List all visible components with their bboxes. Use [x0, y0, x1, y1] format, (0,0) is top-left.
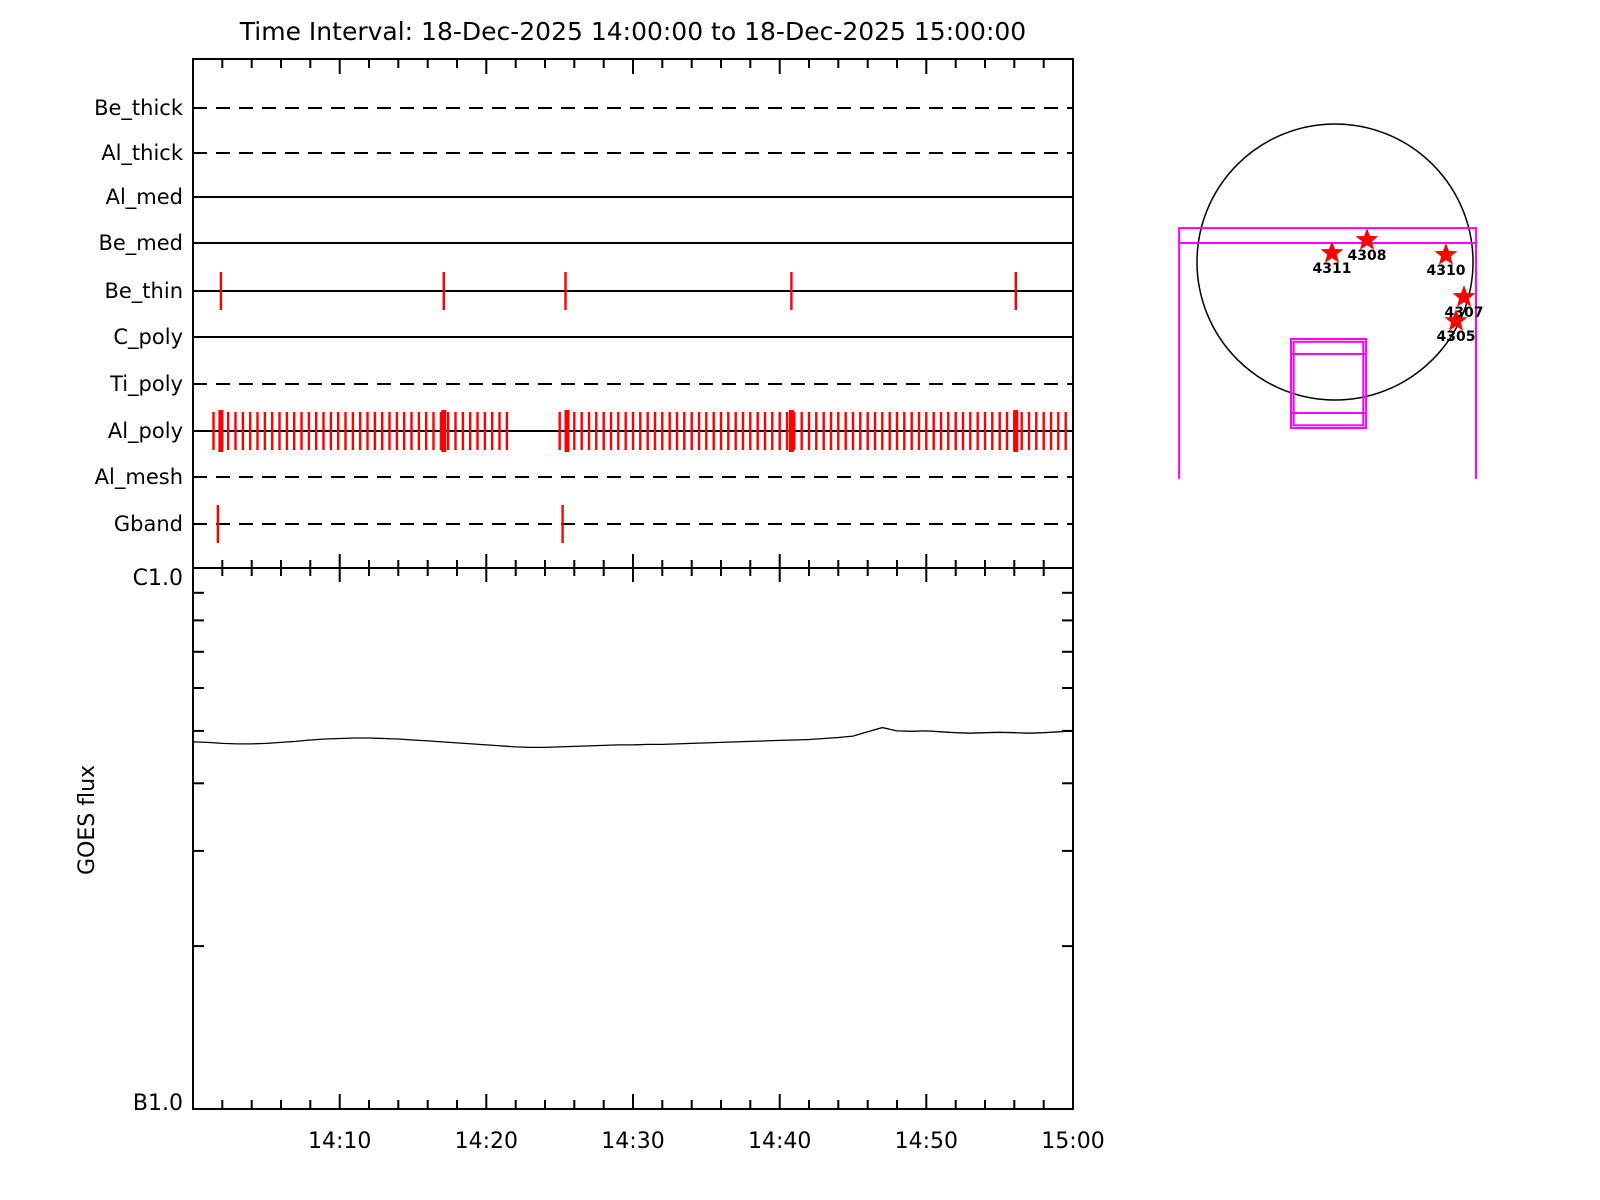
- active-region-star-4307: [1452, 285, 1476, 307]
- filter-axis-ticks: [221, 60, 1045, 582]
- active-region-label-4311: 4311: [1313, 261, 1352, 277]
- active-region-label-4305: 4305: [1437, 329, 1476, 345]
- goes-panel-border: [192, 567, 1074, 1110]
- goes-flux-panel: 14:10 14:20 14:30 14:40 14:50 15:00 C1.0 B1.0…: [75, 566, 1105, 1154]
- filter-panel-border: [192, 58, 1074, 569]
- fov-strip: [1178, 227, 1478, 245]
- x-tick-label-14:10: 14:10: [308, 1129, 371, 1154]
- x-tick-label-14:20: 14:20: [455, 1129, 518, 1154]
- filter-label-Al_mesh: Al_mesh: [95, 465, 183, 490]
- filter-label-C_poly: C_poly: [113, 325, 183, 350]
- filter-label-Gband: Gband: [114, 512, 183, 536]
- filter-labels: Be_thick Al_thick Al_med Be_med Be_thin C_pol…: [94, 96, 184, 536]
- page-title: Time Interval: 18-Dec-2025 14:00:00 to 1…: [239, 17, 1026, 46]
- active-region-star-4308: [1355, 228, 1379, 250]
- x-tick-label-14:50: 14:50: [895, 1129, 958, 1154]
- goes-y-bottom-label: B1.0: [133, 1091, 183, 1116]
- filter-label-Be_thick: Be_thick: [94, 96, 184, 121]
- active-region-star-4305: [1444, 309, 1468, 331]
- filter-label-Be_thin: Be_thin: [104, 279, 183, 304]
- goes-flux-curve: [192, 726, 1074, 749]
- active-region-star-4310: [1434, 243, 1458, 265]
- x-tick-label-14:30: 14:30: [601, 1129, 664, 1154]
- goes-curve-group: [192, 726, 1074, 749]
- filter-rows: [193, 107, 1073, 543]
- goes-time-labels: 14:10 14:20 14:30 14:40 14:50 15:00: [308, 1129, 1105, 1154]
- filter-timeline-panel: Be_thick Al_thick Al_med Be_med Be_thin C_pol…: [94, 58, 1074, 582]
- filter-label-Be_med: Be_med: [98, 231, 183, 256]
- active-region-label-4308: 4308: [1348, 248, 1387, 264]
- goes-axis-ticks: [194, 591, 1072, 1108]
- solar-disk: [1196, 123, 1474, 401]
- x-tick-label-14:40: 14:40: [748, 1129, 811, 1154]
- goes-y-top-label: C1.0: [133, 566, 183, 591]
- filter-label-Al_thick: Al_thick: [101, 141, 184, 166]
- filter-label-Al_med: Al_med: [106, 185, 183, 210]
- active-region-star-4311: [1320, 241, 1344, 263]
- x-tick-label-15:00: 15:00: [1041, 1129, 1104, 1154]
- fov-target-box-inner: [1292, 340, 1365, 427]
- filter-label-Al_poly: Al_poly: [108, 419, 183, 444]
- goes-y-axis-title: GOES flux: [75, 765, 100, 875]
- active-region-label-4310: 4310: [1427, 263, 1466, 279]
- fov-target-box-outer: [1290, 338, 1368, 429]
- filter-label-Ti_poly: Ti_poly: [109, 372, 183, 397]
